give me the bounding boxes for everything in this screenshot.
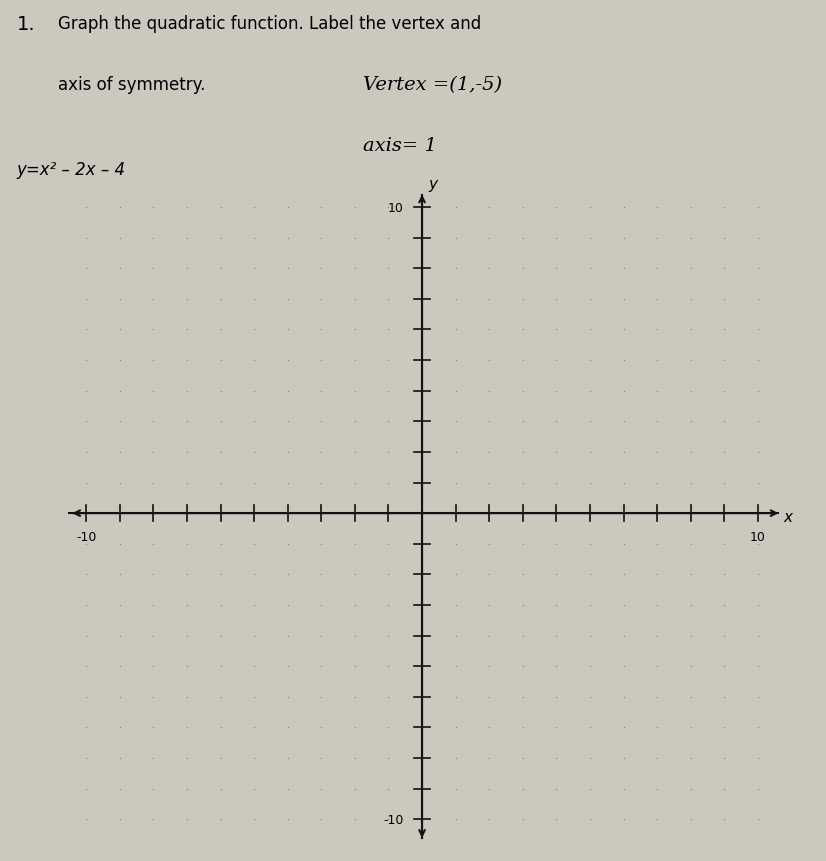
Text: x: x [783,509,792,524]
Text: -10: -10 [76,530,97,543]
Text: 1.: 1. [17,15,36,34]
Text: 10: 10 [387,201,404,214]
Text: 10: 10 [750,530,766,543]
Text: -10: -10 [383,813,404,826]
Text: y: y [428,177,437,192]
Text: axis of symmetry.: axis of symmetry. [58,76,205,94]
Text: Graph the quadratic function. Label the vertex and: Graph the quadratic function. Label the … [58,15,481,33]
Text: y=x² – 2x – 4: y=x² – 2x – 4 [17,161,126,179]
Text: axis= 1: axis= 1 [363,136,437,154]
Text: Vertex =(1,-5): Vertex =(1,-5) [363,76,502,94]
